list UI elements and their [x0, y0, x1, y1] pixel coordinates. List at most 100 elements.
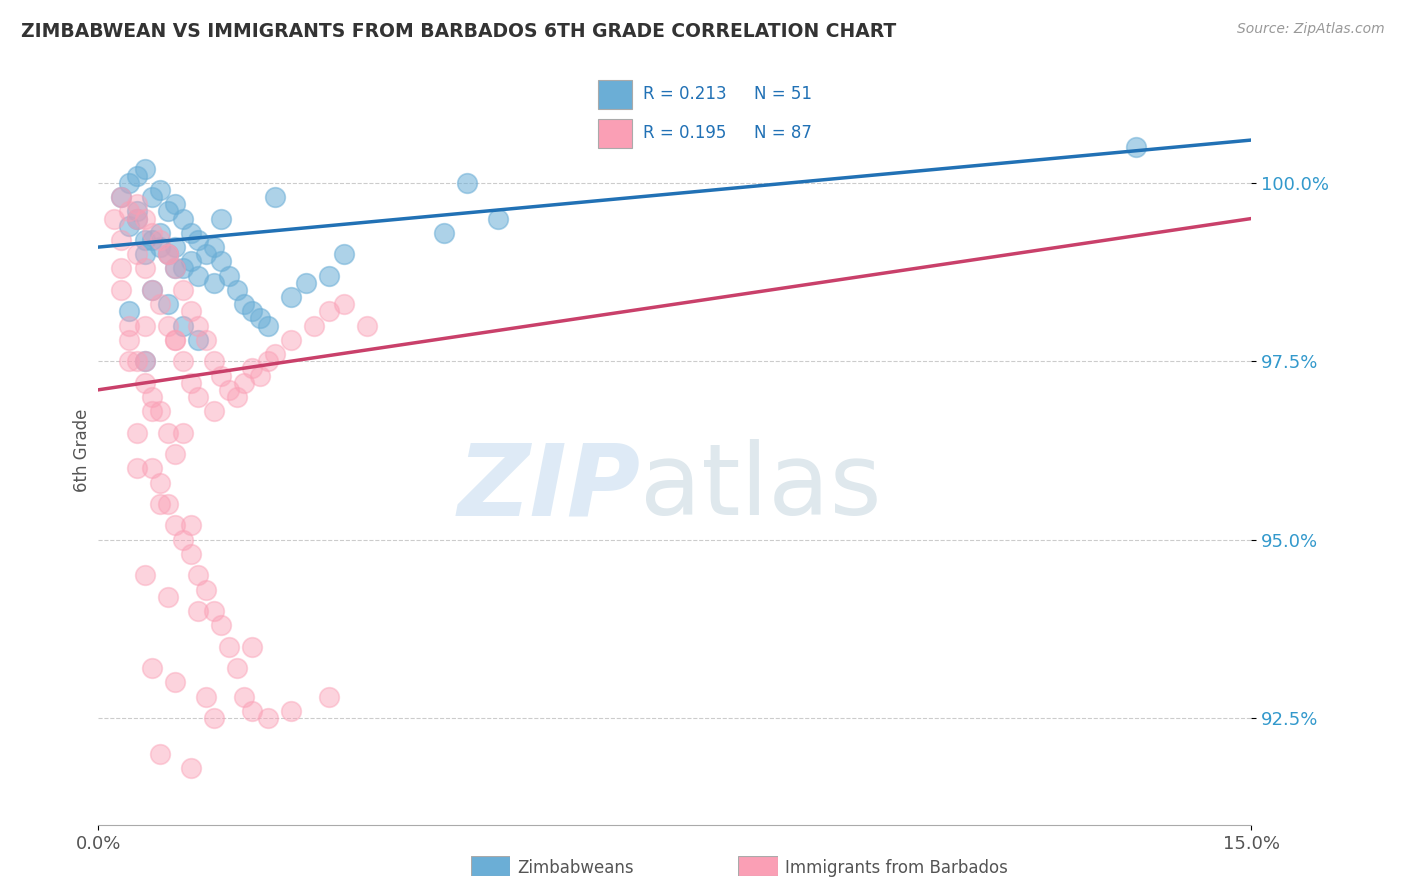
- Point: [486, 211, 509, 226]
- Bar: [599, 119, 633, 147]
- Point: [280, 290, 302, 304]
- Text: Immigrants from Barbados: Immigrants from Barbados: [785, 859, 1008, 877]
- Point: [141, 226, 163, 240]
- Point: [156, 297, 179, 311]
- Text: ZIP: ZIP: [457, 440, 640, 536]
- Point: [209, 211, 232, 226]
- Point: [118, 333, 141, 347]
- Point: [180, 518, 202, 533]
- Point: [118, 304, 141, 318]
- Point: [172, 425, 194, 440]
- Point: [156, 247, 179, 261]
- Point: [318, 304, 340, 318]
- Point: [134, 233, 156, 247]
- Point: [240, 304, 263, 318]
- Point: [249, 368, 271, 383]
- Point: [187, 604, 209, 618]
- Point: [1125, 140, 1147, 154]
- Point: [156, 247, 179, 261]
- Text: Source: ZipAtlas.com: Source: ZipAtlas.com: [1237, 22, 1385, 37]
- Point: [149, 497, 172, 511]
- Point: [125, 354, 148, 368]
- Point: [165, 261, 187, 276]
- Point: [187, 318, 209, 333]
- Point: [110, 233, 132, 247]
- Point: [118, 204, 141, 219]
- Point: [110, 190, 132, 204]
- Point: [134, 568, 156, 582]
- Point: [156, 247, 179, 261]
- Point: [180, 254, 202, 268]
- Point: [202, 404, 225, 418]
- Point: [156, 318, 179, 333]
- Point: [256, 711, 278, 725]
- Point: [165, 447, 187, 461]
- Point: [149, 297, 172, 311]
- Point: [165, 333, 187, 347]
- Point: [134, 261, 156, 276]
- Point: [156, 204, 179, 219]
- Point: [218, 640, 240, 654]
- Point: [333, 247, 356, 261]
- Point: [209, 368, 232, 383]
- Point: [225, 390, 247, 404]
- Point: [172, 261, 194, 276]
- Y-axis label: 6th Grade: 6th Grade: [73, 409, 91, 492]
- Point: [202, 276, 225, 290]
- Point: [141, 461, 163, 475]
- Point: [149, 404, 172, 418]
- Point: [456, 176, 478, 190]
- Point: [180, 226, 202, 240]
- Point: [233, 376, 256, 390]
- Point: [187, 268, 209, 283]
- Text: N = 87: N = 87: [755, 124, 813, 142]
- Point: [134, 247, 156, 261]
- Point: [165, 333, 187, 347]
- Point: [141, 283, 163, 297]
- Point: [172, 318, 194, 333]
- Point: [333, 297, 356, 311]
- Point: [225, 661, 247, 675]
- Point: [134, 354, 156, 368]
- Point: [187, 390, 209, 404]
- Point: [187, 233, 209, 247]
- Point: [202, 240, 225, 254]
- Text: R = 0.213: R = 0.213: [643, 86, 725, 103]
- Text: N = 51: N = 51: [755, 86, 813, 103]
- Point: [125, 425, 148, 440]
- Point: [195, 333, 218, 347]
- Point: [172, 283, 194, 297]
- Point: [264, 347, 287, 361]
- Point: [149, 240, 172, 254]
- Point: [195, 582, 218, 597]
- Point: [125, 204, 148, 219]
- Point: [134, 161, 156, 176]
- Point: [233, 690, 256, 704]
- Point: [295, 276, 318, 290]
- Text: atlas: atlas: [640, 440, 882, 536]
- Point: [125, 211, 148, 226]
- Point: [125, 247, 148, 261]
- Point: [110, 190, 132, 204]
- Point: [233, 297, 256, 311]
- Point: [149, 475, 172, 490]
- Point: [141, 661, 163, 675]
- Point: [318, 690, 340, 704]
- Point: [156, 590, 179, 604]
- Point: [302, 318, 325, 333]
- Point: [225, 283, 247, 297]
- Point: [195, 690, 218, 704]
- Point: [165, 261, 187, 276]
- Point: [134, 318, 156, 333]
- Bar: [599, 80, 633, 109]
- Point: [165, 518, 187, 533]
- Point: [125, 461, 148, 475]
- Point: [156, 497, 179, 511]
- Point: [280, 704, 302, 718]
- Point: [202, 711, 225, 725]
- Point: [118, 176, 141, 190]
- Point: [149, 747, 172, 761]
- Point: [356, 318, 378, 333]
- Point: [149, 226, 172, 240]
- Point: [172, 211, 194, 226]
